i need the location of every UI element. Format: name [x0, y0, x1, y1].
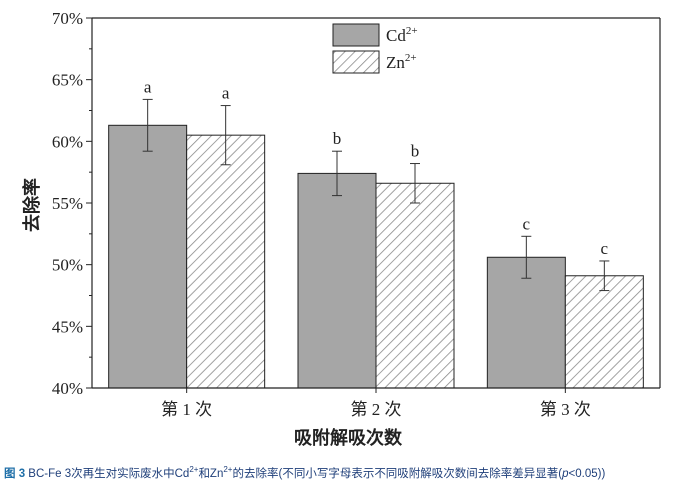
- legend-swatch-zn: [332, 50, 380, 74]
- error-bar-cd-2: [332, 150, 342, 197]
- y-tick-label: 70%: [52, 9, 83, 28]
- y-tick-label: 45%: [52, 317, 83, 336]
- y-tick-label: 50%: [52, 256, 83, 275]
- legend-label-zn: Zn2+: [386, 52, 417, 72]
- significance-label: b: [333, 129, 342, 148]
- significance-label: a: [144, 77, 152, 96]
- error-bar-zn-2: [410, 163, 420, 204]
- x-axis-title: 吸附解吸次数: [294, 427, 403, 448]
- significance-label: c: [523, 214, 531, 233]
- y-tick-label: 65%: [52, 71, 83, 90]
- error-bar-cd-1: [142, 98, 153, 152]
- caption-p-symbol: p: [562, 468, 569, 480]
- bar-zn-3: [564, 275, 644, 389]
- significance-label: b: [411, 142, 420, 161]
- bar-cd-2: [297, 172, 377, 389]
- caption-text-1: BC-Fe 3次再生对实际废水中Cd: [25, 468, 190, 480]
- y-axis-title: 去除率: [21, 178, 42, 232]
- error-bar-zn-3: [599, 260, 610, 292]
- bar-chart: a a b b c c 第 1 次 第 2 次 第 3 次 40% 45% 50% 55% 60% 65%…: [21, 9, 661, 448]
- x-tick-label: 第 3 次: [540, 400, 591, 419]
- y-tick-label: 55%: [52, 194, 83, 213]
- significance-label: c: [601, 239, 609, 258]
- x-tick-label: 第 1 次: [161, 400, 212, 419]
- caption-text-4: <0.05)): [568, 468, 606, 480]
- legend-swatch-cd: [332, 23, 380, 47]
- figure-caption: 图 3 BC-Fe 3次再生对实际废水中Cd2+和Zn2+的去除率(不同小写字母…: [4, 466, 676, 482]
- significance-label: a: [222, 84, 230, 103]
- legend-label-cd: Cd2+: [386, 25, 418, 45]
- bar-zn-2: [375, 182, 455, 389]
- caption-sup-2: 2+: [223, 465, 233, 475]
- y-tick-label: 60%: [52, 132, 83, 151]
- bar-zn-1: [186, 134, 266, 389]
- x-tick-label: 第 2 次: [351, 400, 402, 419]
- bar-cd-3: [486, 256, 566, 389]
- error-bar-cd-3: [521, 235, 532, 279]
- bar-cd-1: [108, 124, 188, 389]
- figure-label: 图 3: [4, 468, 26, 480]
- error-bar-zn-1: [220, 105, 231, 166]
- y-tick-label: 40%: [52, 379, 83, 398]
- caption-sup-1: 2+: [189, 465, 199, 475]
- caption-text-3: 的去除率(不同小写字母表示不同吸附解吸次数间去除率差异显著(: [232, 468, 563, 480]
- caption-text-2: 和Zn: [198, 468, 224, 480]
